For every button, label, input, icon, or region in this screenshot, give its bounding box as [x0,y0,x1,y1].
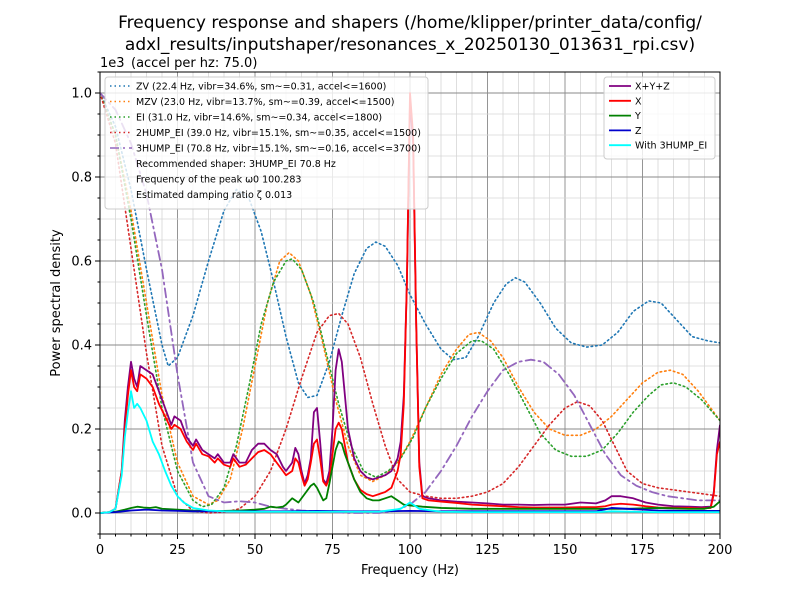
psd-legend-label-0: X+Y+Z [635,82,670,93]
x-axis-label: Frequency (Hz) [361,563,459,578]
x-tick-label: 125 [475,543,500,558]
shaper-line-0 [100,92,720,399]
shaper-legend-label-1: MZV (23.0 Hz, vibr=13.7%, sm~=0.39, acce… [136,97,395,108]
shaper-line-2 [100,92,720,508]
shaper-legend: ZV (22.4 Hz, vibr=34.6%, sm~=0.31, accel… [104,76,429,210]
annotation-2: Estimated damping ratio ζ 0.013 [136,190,292,201]
x-tick-label: 100 [398,543,423,558]
psd-legend-box [603,76,716,160]
y-axis-label: Power spectral density [49,229,64,377]
psd-line-1 [100,92,720,514]
x-tick-label: 200 [708,543,733,558]
x-tick-label: 50 [247,543,264,558]
x-tick-label: 0 [96,543,104,558]
psd-legend-label-2: Y [634,111,641,122]
y-tick-label: 0.2 [71,423,92,438]
y-tick-label: 1.0 [71,87,92,102]
psd-legend: X+Y+Z XYZ With 3HUMP_EI [603,76,716,160]
psd-curves [100,92,720,514]
shaper-legend-label-2: EI (31.0 Hz, vibr=14.6%, sm~=0.34, accel… [136,113,382,124]
shaper-legend-box [104,76,429,210]
shaper-line-3 [100,92,720,514]
x-tick-label: 150 [553,543,578,558]
psd-legend-label-4: With 3HUMP_EI [635,141,707,152]
x-tick-label: 75 [324,543,341,558]
y-tick-label: 0.6 [71,255,92,270]
annotation-0: Recommended shaper: 3HUMP_EI 70.8 Hz [136,159,336,170]
x-tick-label: 25 [169,543,186,558]
y-tick-label: 0.4 [71,339,92,354]
axis-ticks: 0 25 50 75 100 125 150 175 200 0.0 0.2 0.4 0.6 0.8 1.0 [71,71,733,558]
plot-area [100,92,720,514]
y-offset-label: 1e3 [100,56,125,71]
annotation-1: Frequency of the peak ω0 100.283 [136,175,301,186]
psd-line-0 [100,100,720,514]
x-tick-label: 175 [630,543,655,558]
y-tick-label: 0.8 [71,171,92,186]
shaper-legend-label-3: 2HUMP_EI (39.0 Hz, vibr=15.1%, sm~=0.35,… [136,128,421,139]
chart-title-line-1: Frequency response and shapers (/home/kl… [118,13,702,33]
chart-title: Frequency response and shapers (/home/kl… [118,13,702,55]
shaper-legend-label-4: 3HUMP_EI (70.8 Hz, vibr=15.1%, sm~=0.16,… [136,144,421,155]
shaper-line-1 [100,92,720,506]
chart-title-line-2: adxl_results/inputshaper/resonances_x_20… [125,35,695,55]
accel-per-hz-label: (accel per hz: 75.0) [131,56,257,71]
psd-legend-label-1: X [635,96,642,107]
y-tick-label: 0.0 [71,507,92,522]
psd-line-2 [100,440,720,514]
psd-legend-label-3: Z [635,126,642,137]
psd-line-4 [100,390,720,514]
shaper-legend-label-0: ZV (22.4 Hz, vibr=34.6%, sm~=0.31, accel… [136,82,386,93]
shaper-curves [100,92,720,514]
